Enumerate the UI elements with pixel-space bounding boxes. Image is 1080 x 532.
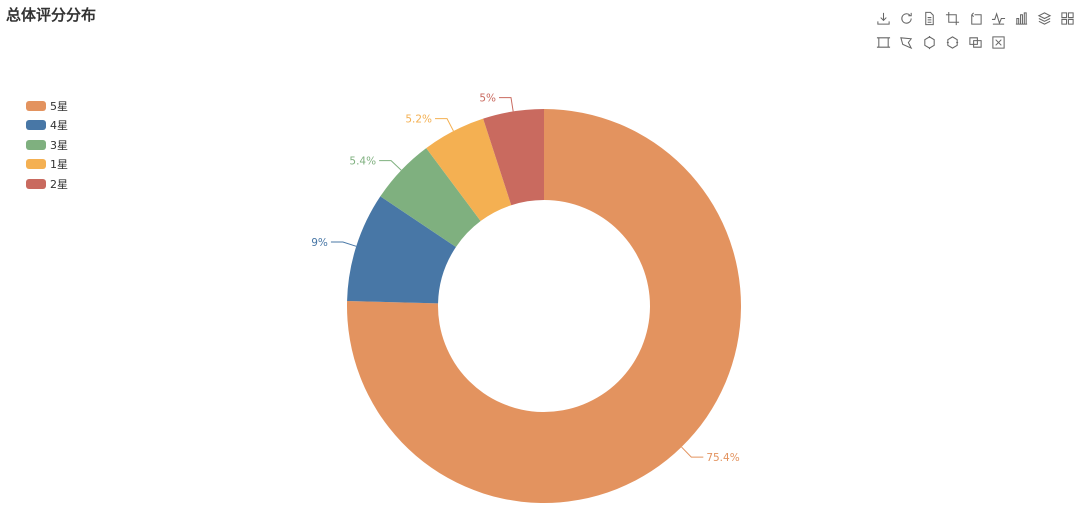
legend-item[interactable]: 2星	[26, 174, 68, 194]
bar-chart-icon[interactable]	[1010, 8, 1033, 28]
tiled-icon[interactable]	[1056, 8, 1079, 28]
toolbox	[872, 6, 1080, 54]
legend-label: 2星	[50, 177, 68, 191]
zoom-reset-icon[interactable]	[964, 8, 987, 28]
pie-slice[interactable]	[483, 109, 544, 206]
keep-select-icon[interactable]	[918, 32, 941, 52]
zoom-icon[interactable]	[941, 8, 964, 28]
chart-title: 总体评分分布	[6, 6, 97, 24]
stack-icon[interactable]	[1033, 8, 1056, 28]
legend-swatch	[26, 100, 46, 111]
legend-label: 5星	[50, 99, 68, 113]
label-line	[330, 241, 357, 247]
pie-slice[interactable]	[426, 118, 512, 222]
legend: 5星 4星 3星 1星 2星	[26, 96, 68, 194]
polygon-select-icon[interactable]	[895, 32, 918, 52]
legend-label: 1星	[50, 158, 68, 172]
data-label: 9%	[311, 237, 328, 249]
data-view-icon[interactable]	[918, 8, 941, 28]
refresh-icon[interactable]	[895, 8, 918, 28]
clear-icon[interactable]	[987, 32, 1010, 52]
clear-select-icon[interactable]	[941, 32, 964, 52]
pie-slice[interactable]	[347, 109, 742, 503]
label-line	[435, 118, 454, 132]
rect-select-icon[interactable]	[872, 32, 895, 52]
legend-swatch	[26, 178, 46, 189]
label-line	[379, 160, 402, 171]
line-chart-icon[interactable]	[987, 8, 1010, 28]
toolbox-row-2	[872, 30, 1080, 54]
legend-item[interactable]: 1星	[26, 155, 68, 175]
data-label: 5.2%	[405, 114, 432, 126]
data-label: 5.4%	[349, 156, 376, 168]
legend-label: 4星	[50, 119, 68, 133]
pie-slice[interactable]	[347, 196, 456, 304]
legend-item[interactable]: 4星	[26, 116, 68, 136]
data-label: 5%	[479, 93, 496, 105]
legend-label: 3星	[50, 138, 68, 152]
pie-slice[interactable]	[380, 148, 481, 247]
copy-icon[interactable]	[964, 32, 987, 52]
label-line	[681, 446, 704, 458]
label-line	[498, 97, 514, 112]
legend-swatch	[26, 120, 46, 131]
legend-item[interactable]: 3星	[26, 135, 68, 155]
legend-item[interactable]: 5星	[26, 96, 68, 116]
legend-swatch	[26, 159, 46, 170]
legend-swatch	[26, 139, 46, 150]
toolbox-row-1	[872, 6, 1080, 30]
download-icon[interactable]	[872, 8, 895, 28]
data-label: 75.4%	[706, 452, 739, 464]
